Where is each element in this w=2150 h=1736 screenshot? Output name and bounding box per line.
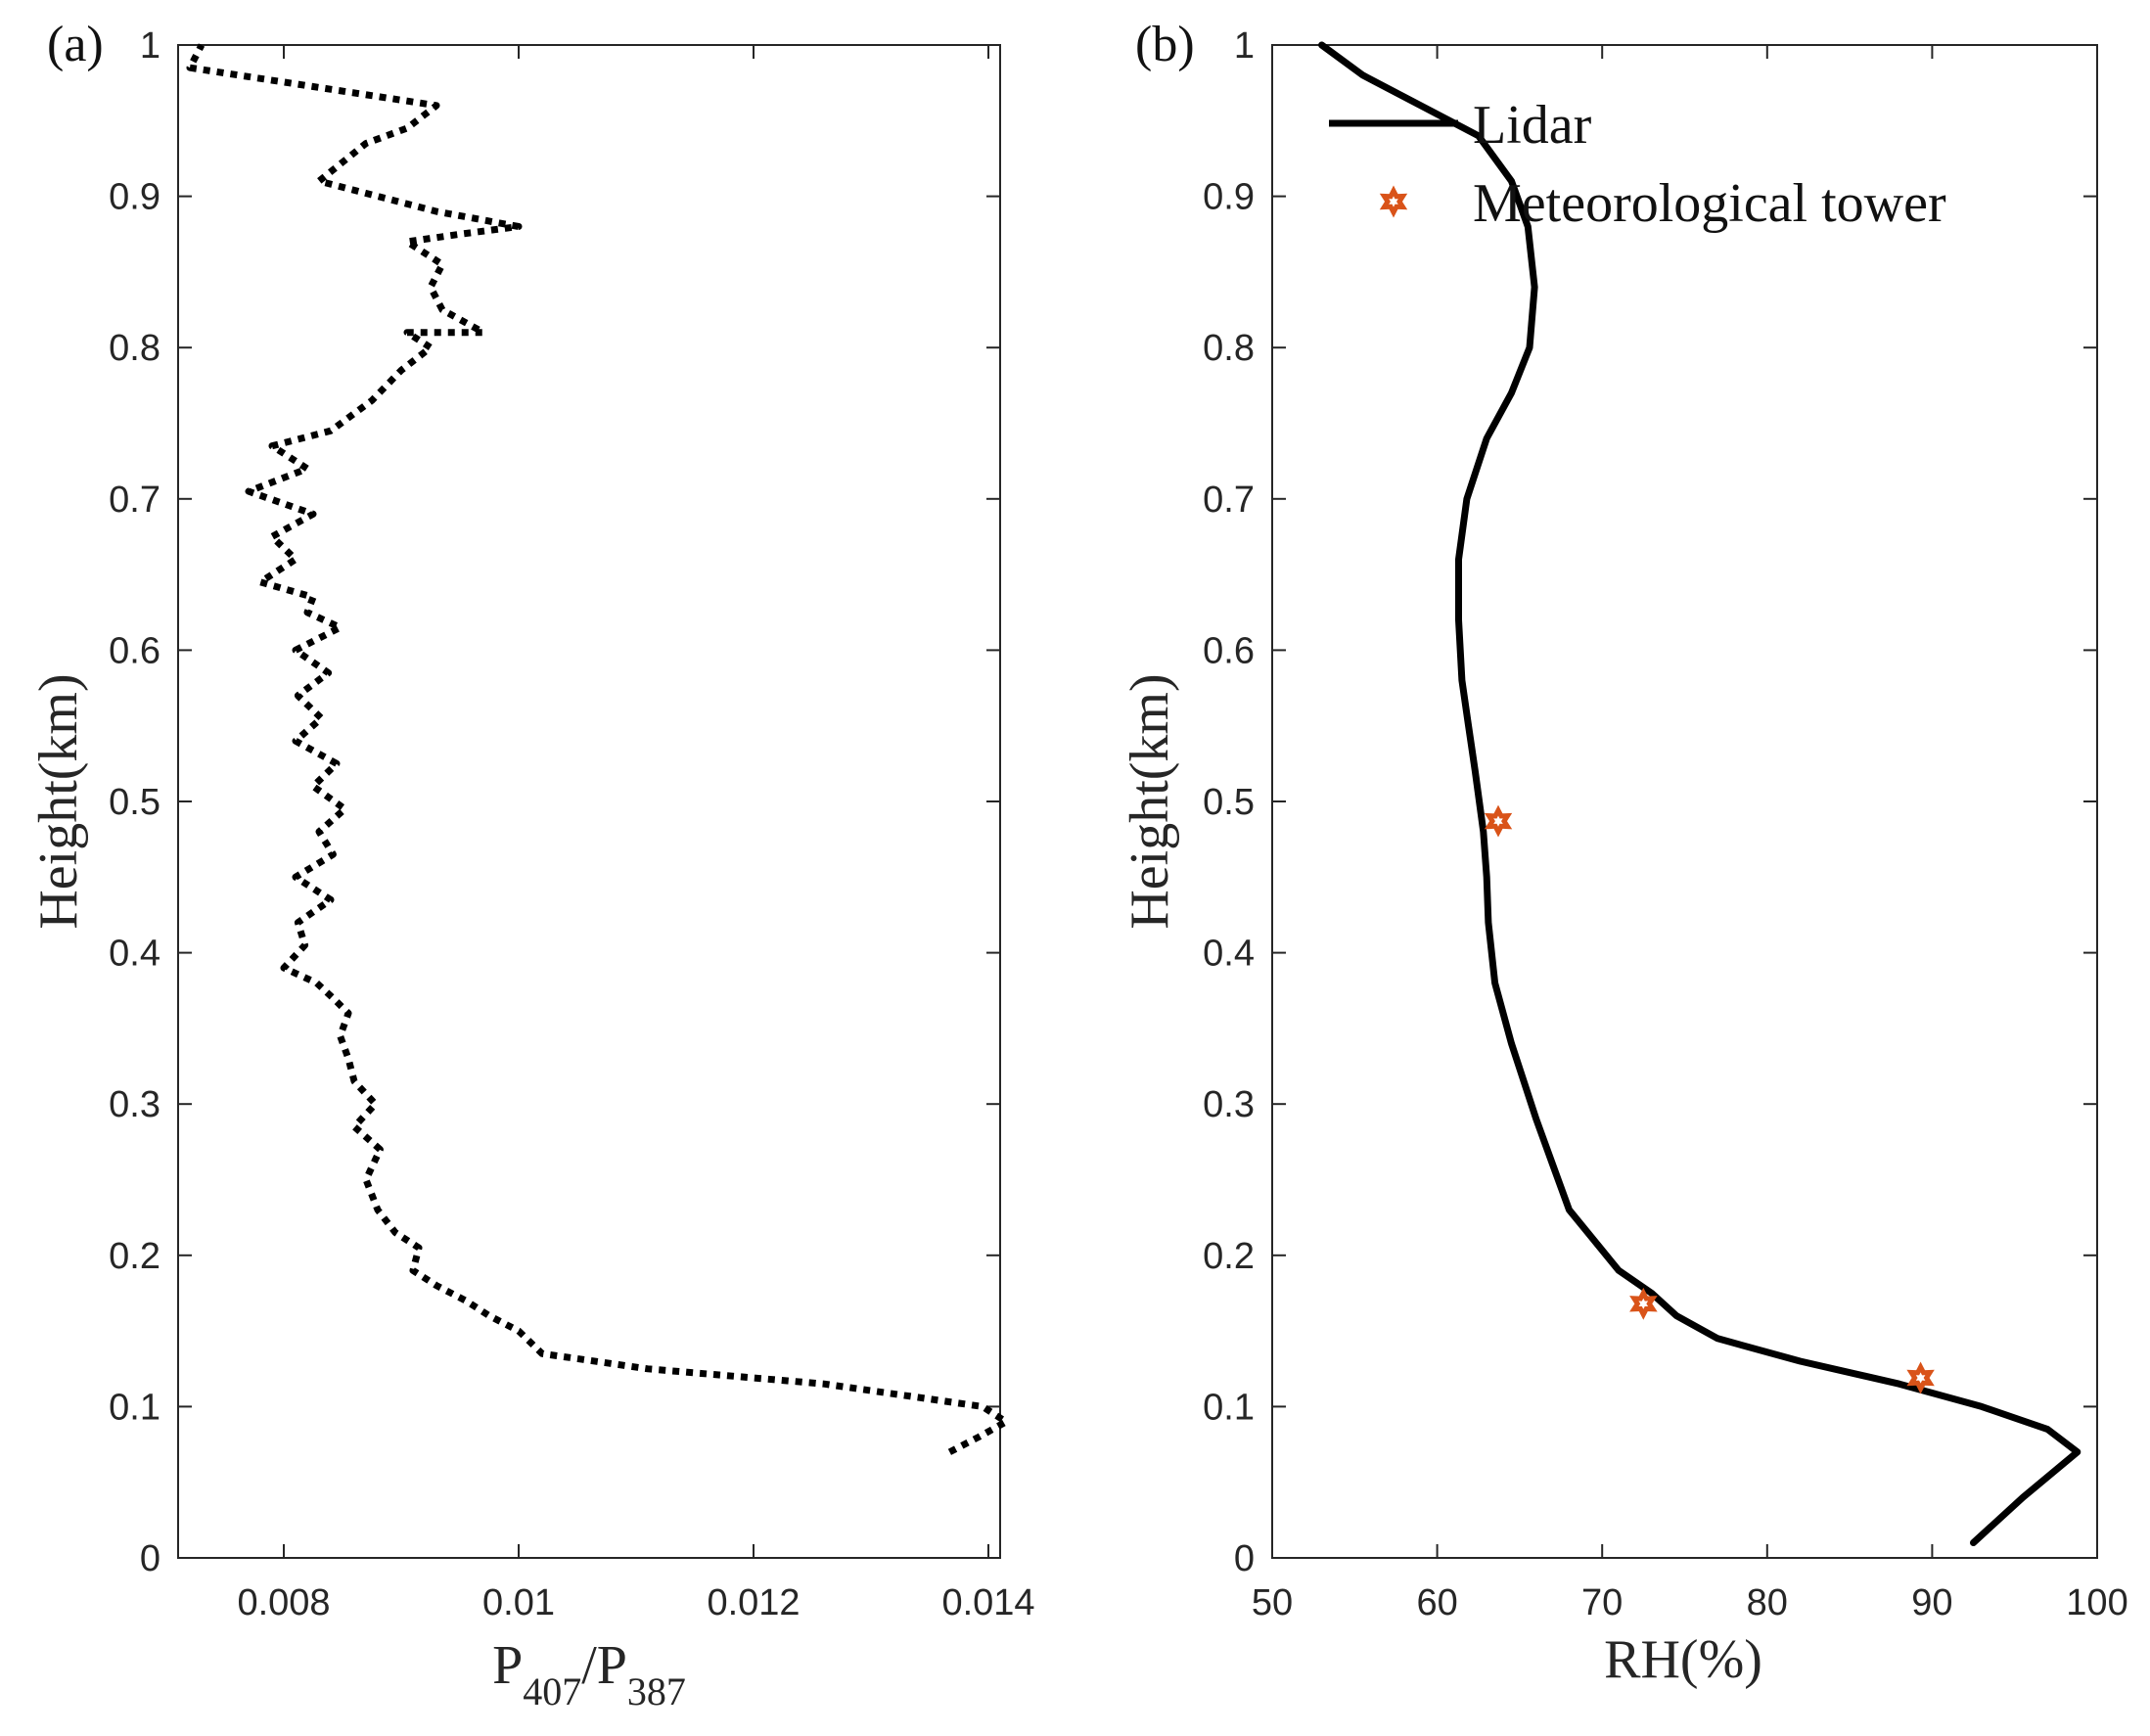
- y-tick-label: 0.6: [1203, 630, 1255, 671]
- x-tick-label: 90: [1911, 1582, 1952, 1623]
- y-tick-label: 1: [1234, 25, 1255, 67]
- y-tick-label: 0.4: [1203, 934, 1255, 975]
- tower-point: [1484, 804, 1513, 838]
- y-tick-label: 0.1: [109, 1387, 160, 1428]
- y-tick-label: 0.3: [1203, 1084, 1255, 1125]
- y-tick-label: 0.6: [109, 630, 160, 671]
- x-tick-label: 0.008: [237, 1582, 330, 1623]
- x-tick-label: 60: [1416, 1582, 1457, 1623]
- tower-point: [1906, 1361, 1935, 1394]
- panel-b: 50 60 70 80 90 100 00.10.20.30.40.50.60.70.80…: [1120, 17, 2128, 1690]
- panel-b-x-ticks: 50 60 70 80 90 100: [1252, 45, 2128, 1623]
- panel-a-x-axis-title-sub2: 387: [627, 1669, 686, 1713]
- legend-tower-marker: [1379, 185, 1408, 218]
- y-tick-label: 0.1: [1203, 1387, 1255, 1428]
- panel-b-data: [1318, 41, 2081, 1546]
- panel-a-x-axis-title-sep: /P: [581, 1635, 627, 1696]
- x-tick-label: 100: [2066, 1582, 2127, 1623]
- panel-b-frame: [1271, 44, 2098, 1559]
- y-tick-label: 0: [1234, 1538, 1255, 1579]
- y-tick-label: 0.7: [1203, 480, 1255, 521]
- y-tick-label: 0.3: [109, 1084, 160, 1125]
- y-tick-label: 0.5: [1203, 782, 1255, 823]
- y-tick-label: 0.2: [109, 1236, 160, 1277]
- tower-point: [1629, 1287, 1658, 1320]
- panel-a-frame: [177, 44, 1001, 1559]
- panel-a-x-axis-title-sub1: 407: [523, 1669, 581, 1713]
- ratio-profile-line: [186, 43, 1010, 1455]
- y-tick-label: 0.2: [1203, 1236, 1255, 1277]
- panel-b-y-ticks: 0 0.1 0.2 0.3 0.4 0.5 0.6 0.7 0.8 0.9 1: [1203, 25, 2097, 1579]
- panel-b-y-axis-title: Height(km): [1120, 673, 1180, 929]
- y-tick-label: 0: [140, 1538, 160, 1579]
- x-tick-label: 80: [1747, 1582, 1788, 1623]
- panel-b-x-axis-title: RH(%): [1604, 1629, 1762, 1690]
- panel-a: 0.008 0.01 0.012 0.014 00.10.20.30.40.50.60…: [28, 17, 1035, 1713]
- panel-a-x-axis-title-main: P: [492, 1635, 523, 1696]
- x-tick-label: 0.012: [707, 1582, 800, 1623]
- y-tick-label: 0.9: [1203, 177, 1255, 218]
- x-tick-label: 50: [1252, 1582, 1293, 1623]
- y-tick-label: 0.7: [109, 480, 160, 521]
- panel-a-data: [186, 43, 1010, 1455]
- panel-a-y-ticks: 0 0.1 0.2 0.3 0.4 0.5 0.6 0.7 0.8 0.9 1: [109, 25, 1000, 1579]
- y-tick-label: 0.9: [109, 177, 160, 218]
- y-tick-label: 0.8: [109, 328, 160, 369]
- y-tick-label: 0.8: [1203, 328, 1255, 369]
- y-tick-label: 0.4: [109, 934, 160, 975]
- x-tick-label: 70: [1581, 1582, 1623, 1623]
- panel-a-x-ticks: 0.008 0.01 0.012 0.014: [237, 45, 1035, 1623]
- x-tick-label: 0.01: [482, 1582, 555, 1623]
- x-tick-label: 0.014: [941, 1582, 1034, 1623]
- y-tick-label: 1: [140, 25, 160, 67]
- panel-b-label: (b): [1135, 17, 1195, 72]
- lidar-rh-line: [1318, 41, 2081, 1546]
- panel-a-x-axis-title: P407/P387: [492, 1635, 686, 1713]
- panel-a-y-axis-title: Height(km): [28, 673, 89, 929]
- legend-tower-label: Meteorological tower: [1473, 173, 1946, 234]
- y-tick-label: 0.5: [109, 782, 160, 823]
- legend: Lidar Meteorological tower: [1329, 95, 1946, 234]
- legend-lidar-label: Lidar: [1473, 95, 1592, 156]
- panel-a-label: (a): [47, 17, 104, 72]
